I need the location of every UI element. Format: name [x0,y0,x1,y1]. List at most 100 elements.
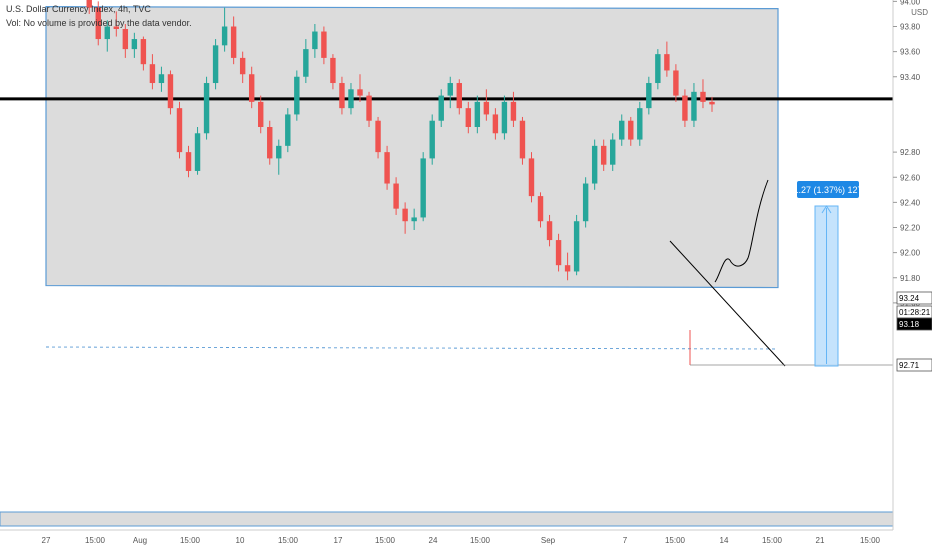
candle-body [456,83,462,109]
measure-label-bg [797,181,859,198]
candle-body [646,83,652,109]
candle-body [140,39,147,65]
candle [375,116,381,159]
candle [691,83,697,127]
candle [646,76,652,115]
x-tick-label: 15:00 [85,536,106,545]
volume-note: Vol: No volume is provided by the data v… [6,18,192,28]
candle-body [149,64,156,84]
candle-body [610,139,616,165]
candle [610,133,616,171]
candle-body [420,158,426,218]
candle [312,23,318,58]
candle [582,177,589,228]
candle [212,39,219,90]
candle-body [402,208,408,222]
candle [528,152,535,203]
candle [555,233,562,272]
x-tick-label: Sep [541,536,556,545]
candle-body [321,31,327,58]
y-tick-label: 92.40 [900,198,921,207]
x-tick-label: 27 [42,536,51,545]
candle [628,116,634,146]
candle [113,11,120,37]
y-tick-label: 91.80 [900,274,921,283]
y-tick-label: 92.00 [900,249,921,258]
candle [303,39,309,84]
candle [393,177,399,215]
candle-body [519,120,526,159]
candle [285,108,291,153]
candle [546,214,553,247]
candle [330,54,336,90]
candle [176,101,183,159]
x-axis[interactable]: 27 15:00 Aug 15:00 10 15:00 17 15:00 24 15:00 Sep 7… [0,529,893,550]
candle-body [600,145,607,165]
candle-body [474,101,481,127]
candle-body [276,145,282,159]
candle-body [483,101,490,115]
candle [167,70,174,115]
candle-body [294,76,300,115]
measure-label: 1.27 (1.37%) 127 [793,185,862,195]
levels-layer [0,97,893,350]
candle-body [628,120,634,140]
candle-body [348,89,354,109]
y-tick-label: 94.00 [900,0,921,6]
range-box [45,6,779,289]
midline [45,346,779,350]
candle [221,7,228,52]
candle [276,139,282,175]
candle [700,79,706,109]
candle-body [691,91,697,121]
candle [194,127,201,175]
candle [339,76,345,115]
candle-body [357,89,363,96]
range-layer [0,6,894,527]
candle-body [384,152,390,184]
price-tag-bg [896,358,932,372]
x-tick-label: 15:00 [278,536,299,545]
candle [519,116,526,165]
candle-body [546,221,553,241]
candle [673,64,679,102]
candle-body [248,74,255,102]
candle [140,36,147,71]
candle [501,95,508,140]
x-tick-label: 15:00 [470,536,491,545]
candle [492,108,499,140]
candle [655,49,661,90]
candle [357,74,363,102]
x-tick-label: 15:00 [762,536,783,545]
candle-body [429,120,435,159]
candle-body [212,45,219,84]
candle-body [221,26,228,46]
bid-price-tag: 93.24 [896,291,932,305]
candle-body [582,183,589,222]
candle-body [573,221,580,272]
candle-body [447,83,453,96]
x-tick-label: 10 [236,536,245,545]
candle-body [637,108,643,140]
candle-body [185,152,192,171]
candle-body [122,29,129,50]
candle [294,70,300,121]
x-tick-label: 15:00 [665,536,686,545]
x-tick-label: 15:00 [180,536,201,545]
candle [402,202,408,234]
last-price-tag: 93.18 [896,317,932,331]
candle [709,96,715,112]
candle [411,208,417,231]
x-tick-label: 21 [816,536,825,545]
x-tick-label: 14 [720,536,729,545]
price-tag-bg [896,291,932,305]
candle [447,76,453,109]
candle-body [682,95,688,121]
y-axis[interactable]: USD95.4095.0094.6094.2094.0093.8093.6093… [892,0,932,550]
candle-body [673,70,679,96]
candle-body [564,265,571,272]
candle [230,16,237,65]
candle [239,51,246,84]
